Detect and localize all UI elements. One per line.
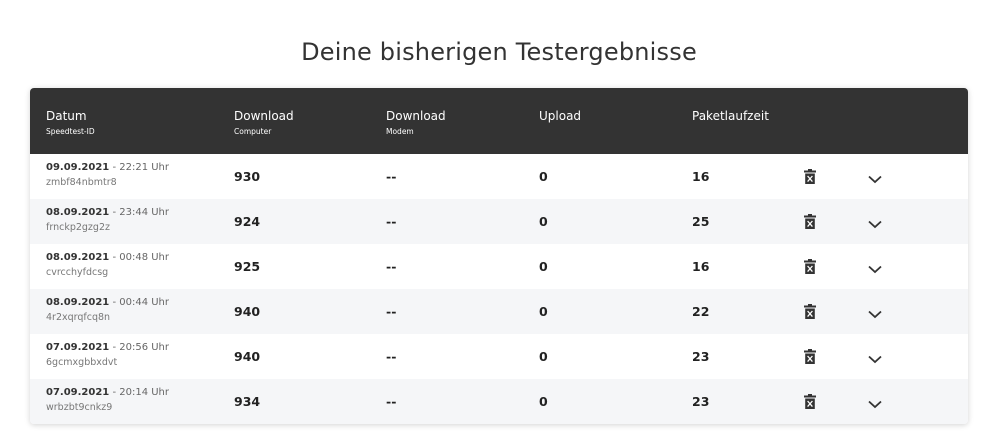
column-header-date: Datum Speedtest-ID (46, 109, 95, 138)
table-row[interactable]: 07.09.2021 - 20:14 Uhr wrbzbt9cnkz9 934 … (30, 379, 968, 424)
download-modem-value: -- (386, 304, 397, 319)
test-date-time: 08.09.2021 - 00:48 Uhr (46, 252, 169, 263)
trash-icon (804, 214, 816, 229)
test-date-time: 07.09.2021 - 20:14 Uhr (46, 387, 169, 398)
delete-result-button[interactable] (804, 259, 816, 274)
test-time: - 22:21 Uhr (109, 162, 169, 173)
expand-row-button[interactable] (867, 260, 883, 274)
download-computer-value: 940 (234, 349, 261, 364)
download-modem-value: -- (386, 349, 397, 364)
delete-result-button[interactable] (804, 214, 816, 229)
test-date: 08.09.2021 (46, 297, 110, 308)
expand-row-button[interactable] (867, 215, 883, 229)
test-date-time: 08.09.2021 - 00:44 Uhr (46, 297, 169, 308)
test-date-time: 07.09.2021 - 20:56 Uhr (46, 342, 169, 353)
ping-value: 16 (692, 169, 710, 184)
test-time: - 00:44 Uhr (109, 297, 169, 308)
ping-value: 16 (692, 259, 710, 274)
column-header-upload: Upload (539, 109, 581, 124)
expand-row-button[interactable] (867, 170, 883, 184)
table-header: Datum Speedtest-ID Download Computer Dow… (30, 88, 968, 154)
upload-value: 0 (539, 394, 548, 409)
download-computer-value: 924 (234, 214, 261, 229)
speedtest-id: cvrcchyfdcsg (46, 267, 109, 278)
column-header-download-computer: Download Computer (234, 109, 294, 138)
column-label: Upload (539, 109, 582, 123)
chevron-down-icon (868, 310, 882, 319)
table-row[interactable]: 08.09.2021 - 00:44 Uhr 4r2xqrqfcq8n 940 … (30, 289, 968, 334)
download-computer-value: 934 (234, 394, 261, 409)
test-time: - 20:14 Uhr (109, 387, 169, 398)
download-modem-value: -- (386, 214, 397, 229)
upload-value: 0 (539, 349, 548, 364)
chevron-down-icon (868, 175, 882, 184)
trash-icon (804, 304, 816, 319)
speedtest-id: 6gcmxgbbxdvt (46, 357, 118, 368)
table-row[interactable]: 07.09.2021 - 20:56 Uhr 6gcmxgbbxdvt 940 … (30, 334, 968, 379)
trash-icon (804, 259, 816, 274)
download-modem-value: -- (386, 394, 397, 409)
trash-icon (804, 349, 816, 364)
column-header-download-modem: Download Modem (386, 109, 446, 138)
column-label: Datum (46, 109, 87, 123)
download-computer-value: 925 (234, 259, 261, 274)
column-sublabel: Speedtest-ID (46, 127, 95, 136)
ping-value: 23 (692, 394, 710, 409)
ping-value: 23 (692, 349, 710, 364)
results-table: Datum Speedtest-ID Download Computer Dow… (30, 88, 968, 424)
test-date-time: 08.09.2021 - 23:44 Uhr (46, 207, 169, 218)
delete-result-button[interactable] (804, 394, 816, 409)
upload-value: 0 (539, 214, 548, 229)
download-modem-value: -- (386, 169, 397, 184)
table-row[interactable]: 08.09.2021 - 00:48 Uhr cvrcchyfdcsg 925 … (30, 244, 968, 289)
column-sublabel: Computer (234, 127, 272, 136)
download-modem-value: -- (386, 259, 397, 274)
table-row[interactable]: 09.09.2021 - 22:21 Uhr zmbf84nbmtr8 930 … (30, 154, 968, 199)
column-header-ping: Paketlaufzeit (692, 109, 769, 124)
upload-value: 0 (539, 169, 548, 184)
upload-value: 0 (539, 259, 548, 274)
chevron-down-icon (868, 265, 882, 274)
chevron-down-icon (868, 400, 882, 409)
test-date: 07.09.2021 (46, 387, 110, 398)
ping-value: 25 (692, 214, 710, 229)
test-date: 09.09.2021 (46, 162, 110, 173)
delete-result-button[interactable] (804, 169, 816, 184)
trash-icon (804, 394, 816, 409)
column-label: Download (386, 109, 446, 123)
expand-row-button[interactable] (867, 395, 883, 409)
ping-value: 22 (692, 304, 710, 319)
test-date-time: 09.09.2021 - 22:21 Uhr (46, 162, 169, 173)
column-label: Download (234, 109, 294, 123)
column-label: Paketlaufzeit (692, 109, 769, 123)
chevron-down-icon (868, 220, 882, 229)
delete-result-button[interactable] (804, 304, 816, 319)
trash-icon (804, 169, 816, 184)
expand-row-button[interactable] (867, 350, 883, 364)
upload-value: 0 (539, 304, 548, 319)
chevron-down-icon (868, 355, 882, 364)
table-row[interactable]: 08.09.2021 - 23:44 Uhr frnckp2gzg2z 924 … (30, 199, 968, 244)
column-sublabel: Modem (386, 127, 414, 136)
speedtest-id: zmbf84nbmtr8 (46, 177, 117, 188)
page-title: Deine bisherigen Testergebnisse (301, 38, 697, 67)
delete-result-button[interactable] (804, 349, 816, 364)
speedtest-id: frnckp2gzg2z (46, 222, 110, 233)
speedtest-id: 4r2xqrqfcq8n (46, 312, 111, 323)
download-computer-value: 930 (234, 169, 261, 184)
test-date: 08.09.2021 (46, 207, 110, 218)
test-date: 08.09.2021 (46, 252, 110, 263)
test-time: - 20:56 Uhr (109, 342, 169, 353)
test-time: - 23:44 Uhr (109, 207, 169, 218)
test-time: - 00:48 Uhr (109, 252, 169, 263)
expand-row-button[interactable] (867, 305, 883, 319)
speedtest-id: wrbzbt9cnkz9 (46, 402, 113, 413)
download-computer-value: 940 (234, 304, 261, 319)
test-date: 07.09.2021 (46, 342, 110, 353)
